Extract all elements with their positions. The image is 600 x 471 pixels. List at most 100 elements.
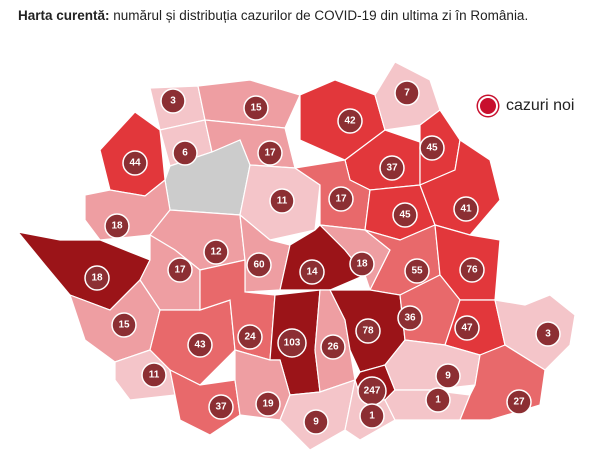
cases-bubble-circle — [187, 332, 213, 358]
cases-bubble[interactable]: 26 — [320, 334, 346, 360]
cases-bubble[interactable]: 44 — [122, 150, 148, 176]
cases-bubble[interactable]: 17 — [167, 257, 193, 283]
cases-bubble[interactable]: 3 — [535, 321, 561, 347]
cases-bubble-circle — [122, 150, 148, 176]
cases-bubble-circle — [269, 188, 295, 214]
cases-bubble-circle — [392, 202, 418, 228]
cases-bubble[interactable]: 103 — [277, 328, 307, 358]
cases-bubble-label: 42 — [344, 116, 356, 127]
cases-bubble[interactable]: 247 — [357, 376, 387, 406]
cases-bubble[interactable]: 11 — [269, 188, 295, 214]
cases-bubble[interactable]: 9 — [435, 363, 461, 389]
cases-bubble-circle — [349, 251, 375, 277]
map-title-rest: numărul și distribuția cazurilor de COVI… — [109, 8, 529, 23]
cases-bubble-circle — [167, 257, 193, 283]
cases-bubble[interactable]: 3 — [160, 88, 186, 114]
cases-bubble-circle — [359, 403, 385, 429]
cases-bubble-label: 37 — [386, 163, 398, 174]
cases-bubble-label: 17 — [335, 194, 347, 205]
cases-bubble-circle — [237, 324, 263, 350]
cases-bubble-circle — [111, 312, 137, 338]
cases-bubble-label: 247 — [364, 386, 381, 397]
cases-bubble-label: 12 — [210, 247, 222, 258]
cases-bubble[interactable]: 37 — [208, 394, 234, 420]
cases-bubble-circle — [203, 239, 229, 265]
cases-bubble-label: 18 — [356, 259, 368, 270]
cases-bubble[interactable]: 60 — [246, 252, 272, 278]
cases-bubble[interactable]: 11 — [141, 362, 167, 388]
cases-bubble[interactable]: 1 — [425, 387, 451, 413]
cases-bubble-label: 45 — [399, 210, 411, 221]
cases-bubble-label: 36 — [404, 313, 416, 324]
cases-bubble[interactable]: 76 — [459, 257, 485, 283]
cases-bubble[interactable]: 14 — [299, 259, 325, 285]
cases-bubble-label: 76 — [466, 265, 478, 276]
cases-bubble[interactable]: 47 — [454, 315, 480, 341]
cases-bubble-label: 17 — [174, 265, 186, 276]
cases-bubble[interactable]: 27 — [506, 389, 532, 415]
cases-bubble[interactable]: 18 — [104, 213, 130, 239]
cases-bubble-circle — [379, 155, 405, 181]
cases-bubble[interactable]: 55 — [404, 258, 430, 284]
cases-bubble-circle — [255, 391, 281, 417]
cases-bubble[interactable]: 15 — [243, 95, 269, 121]
cases-bubble-label: 43 — [194, 340, 206, 351]
cases-bubble[interactable]: 17 — [257, 140, 283, 166]
cases-bubble-label: 19 — [262, 399, 274, 410]
cases-bubble-circle — [208, 394, 234, 420]
cases-bubble-circle — [404, 258, 430, 284]
cases-bubble-label: 15 — [118, 320, 130, 331]
cases-bubble[interactable]: 12 — [203, 239, 229, 265]
cases-bubble[interactable]: 19 — [255, 391, 281, 417]
cases-bubble[interactable]: 18 — [349, 251, 375, 277]
cases-bubble-circle — [337, 108, 363, 134]
cases-bubble-circle — [141, 362, 167, 388]
cases-bubble[interactable]: 45 — [392, 202, 418, 228]
cases-bubble-label: 103 — [284, 338, 301, 349]
cases-bubble-label: 11 — [149, 370, 160, 381]
cases-bubble[interactable]: 7 — [394, 80, 420, 106]
cases-bubble-circle — [320, 334, 346, 360]
cases-bubble-circle — [84, 265, 110, 291]
counties-layer — [16, 61, 576, 451]
cases-bubble-label: 78 — [362, 326, 374, 337]
map-title-bold: Harta curentă: — [18, 8, 110, 23]
cases-bubble[interactable]: 24 — [237, 324, 263, 350]
cases-bubble[interactable]: 9 — [303, 409, 329, 435]
cases-bubble-circle — [535, 321, 561, 347]
cases-bubble[interactable]: 15 — [111, 312, 137, 338]
cases-bubble[interactable]: 17 — [328, 186, 354, 212]
cases-bubble-label: 47 — [461, 323, 473, 334]
cases-bubble-circle — [243, 95, 269, 121]
cases-bubble-circle — [397, 305, 423, 331]
cases-bubble[interactable]: 78 — [355, 318, 381, 344]
cases-bubble-circle — [303, 409, 329, 435]
cases-bubble-circle — [355, 318, 381, 344]
cases-bubble-label: 7 — [404, 88, 410, 99]
legend: cazuri noi — [478, 96, 574, 116]
cases-bubble-label: 60 — [253, 260, 265, 271]
cases-bubble[interactable]: 41 — [453, 196, 479, 222]
cases-bubble-label: 3 — [545, 329, 551, 340]
cases-bubble[interactable]: 45 — [419, 135, 445, 161]
cases-bubble-label: 9 — [313, 417, 319, 428]
cases-bubble-label: 41 — [460, 204, 472, 215]
legend-dot-icon — [478, 96, 498, 116]
cases-bubble[interactable]: 36 — [397, 305, 423, 331]
cases-bubble[interactable]: 1 — [359, 403, 385, 429]
cases-bubble[interactable]: 43 — [187, 332, 213, 358]
cases-bubble-label: 14 — [306, 267, 318, 278]
cases-bubble[interactable]: 18 — [84, 265, 110, 291]
cases-bubble[interactable]: 42 — [337, 108, 363, 134]
cases-bubble[interactable]: 6 — [172, 140, 198, 166]
cases-bubble-label: 27 — [513, 397, 525, 408]
cases-bubble-circle — [419, 135, 445, 161]
cases-bubble-circle — [104, 213, 130, 239]
cases-bubble-label: 18 — [91, 273, 103, 284]
cases-bubble-circle — [257, 140, 283, 166]
cases-bubble-label: 24 — [244, 332, 256, 343]
legend-label: cazuri noi — [506, 97, 575, 114]
cases-bubble-circle — [328, 186, 354, 212]
cases-bubble[interactable]: 37 — [379, 155, 405, 181]
